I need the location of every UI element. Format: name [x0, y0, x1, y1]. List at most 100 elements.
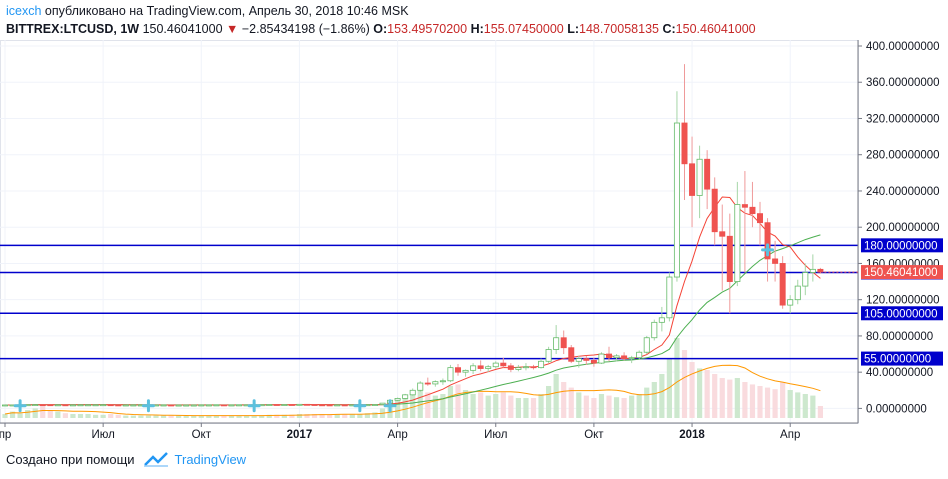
candle-up — [809, 268, 816, 273]
candle-up — [613, 355, 620, 359]
x-tick-label: 2018 — [679, 429, 705, 441]
volume-bar — [93, 414, 99, 418]
author-link[interactable]: icexch — [6, 4, 42, 18]
volume-bar — [47, 410, 53, 418]
x-tick-label: 2017 — [287, 429, 313, 441]
volume-bar — [757, 386, 763, 418]
volume-bar — [478, 392, 484, 418]
volume-bar — [2, 414, 8, 418]
candle-up — [2, 404, 8, 407]
y-tick-label: 320.00000000 — [866, 113, 940, 125]
volume-bar — [191, 415, 197, 418]
candle-down — [681, 122, 688, 165]
volume-bar — [221, 415, 227, 418]
volume-bar — [704, 370, 710, 418]
candle-up — [266, 404, 273, 406]
volume-bar — [523, 398, 529, 418]
time-axis[interactable]: пр Июл Окт 2017 Апр Июл Окт 2018 Апр — [0, 422, 858, 441]
volume-bar — [447, 386, 454, 418]
volume-bar — [311, 414, 318, 418]
candle-up — [409, 389, 416, 396]
volume-bar — [70, 414, 76, 418]
volume-bar — [138, 415, 144, 418]
volume-bar — [9, 411, 16, 418]
level-price-tag-bg — [861, 238, 943, 253]
publish-info: icexch опубликовано на TradingView.com, … — [6, 3, 409, 19]
y-tick-label: 40.00000000 — [866, 367, 933, 379]
volume-bar — [372, 412, 378, 418]
candle-down — [273, 404, 280, 406]
candle-up — [432, 381, 439, 385]
candle-up — [492, 362, 499, 368]
volume-bar — [410, 394, 416, 418]
volume-bar — [334, 414, 340, 418]
volume-bar — [787, 390, 793, 418]
candle-up — [402, 394, 409, 399]
volume-bar — [55, 411, 61, 418]
horizontal-levels — [0, 244, 858, 360]
volume-bar — [712, 374, 718, 418]
candle-up — [205, 404, 212, 407]
low-value: 148.70058135 — [579, 22, 659, 36]
tradingview-link[interactable]: TradingView — [174, 451, 247, 467]
y-tick-label: 400.00000000 — [866, 41, 940, 53]
candle-down — [454, 367, 461, 373]
volume-bar — [576, 392, 582, 418]
volume-bar — [749, 384, 756, 418]
volume-bar — [244, 415, 250, 418]
volume-bar — [689, 362, 695, 418]
volume-bar — [636, 394, 642, 418]
last-price: 150.46041000 — [142, 22, 223, 36]
y-tick-label: 120.00000000 — [866, 295, 940, 307]
volume-bar — [327, 414, 333, 418]
volume-bar — [100, 414, 106, 418]
candle-up — [538, 360, 545, 369]
candle-down — [47, 404, 54, 407]
candle-up — [575, 358, 582, 362]
volume-bar — [364, 413, 370, 418]
volume-bar — [644, 387, 650, 418]
candle-down — [62, 404, 69, 407]
candle-up — [636, 351, 643, 359]
plus-marker-icon — [353, 399, 367, 413]
candle-up — [628, 357, 635, 360]
x-tick-label: пр — [0, 429, 11, 441]
volume-bar — [500, 392, 506, 418]
candle-down — [621, 355, 628, 359]
candle-up — [598, 353, 605, 364]
candle-down — [288, 404, 295, 406]
volume-bar — [651, 382, 657, 418]
volume-bar — [77, 414, 84, 418]
volume-bar — [206, 415, 212, 418]
candle-up — [394, 398, 401, 401]
price-chart[interactable]: 0.00000000 40.00000000 80.00000000 120.0000… — [0, 40, 948, 450]
high-value: 155.07450000 — [483, 22, 564, 36]
last-price-tag: 150.46041000 — [864, 267, 938, 279]
candle-down — [220, 404, 227, 407]
symbol-label: BITTREX:LTCUSD, 1W — [6, 22, 140, 36]
volume-bar — [32, 408, 38, 418]
tradingview-cloud-icon — [143, 452, 168, 467]
candle-up — [85, 404, 92, 407]
plus-marker-icon — [761, 243, 775, 257]
candle-down — [115, 404, 122, 407]
volume-bar — [304, 414, 310, 418]
plus-marker-icon — [383, 399, 397, 413]
volume-bar — [236, 415, 242, 418]
volume-bar — [402, 398, 408, 418]
candle-down — [303, 403, 310, 406]
volume-bar — [546, 386, 552, 418]
created-with-text: Создано при помощи — [6, 451, 135, 467]
candle-up — [658, 317, 665, 323]
footer: Создано при помощи TradingView — [6, 451, 246, 467]
candle-down — [507, 365, 514, 370]
x-tick-label: Июл — [91, 429, 114, 441]
volume-bar — [40, 406, 46, 418]
volume-bar — [115, 414, 121, 418]
x-tick-label: Апр — [387, 429, 407, 441]
volume-bar — [764, 387, 771, 418]
candle-up — [787, 299, 794, 306]
volume-ma-line — [4, 364, 821, 417]
level-price-tag-bg — [861, 351, 943, 366]
volume-bar — [417, 390, 423, 418]
